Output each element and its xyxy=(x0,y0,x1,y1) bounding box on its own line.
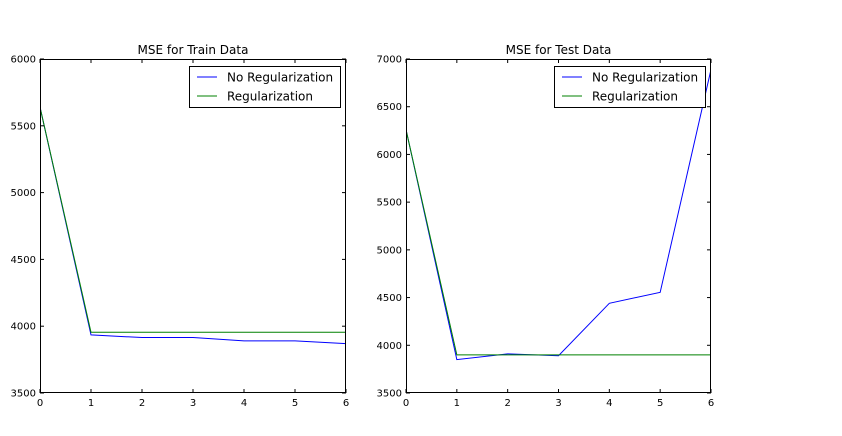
series-line-0 xyxy=(40,106,346,345)
x-tick-label: 1 xyxy=(454,398,460,409)
x-tick-label: 3 xyxy=(555,398,561,409)
x-tick-label: 6 xyxy=(708,398,714,409)
legend-label-1: Regularization xyxy=(592,90,678,104)
x-tick-label: 5 xyxy=(657,398,663,409)
x-tick-label: 3 xyxy=(190,398,196,409)
y-tick-label: 4500 xyxy=(11,255,36,266)
y-tick-label: 4000 xyxy=(11,322,36,333)
x-tick-label: 6 xyxy=(343,398,349,409)
chart-train: MSE for Train Data 0 1 2 3 4 5 6 3500 4000 4500 500… xyxy=(11,43,350,409)
y-tick-label: 6000 xyxy=(377,150,402,161)
x-tick-label: 2 xyxy=(504,398,510,409)
legend-label-0: No Regularization xyxy=(592,71,698,85)
y-tick-label: 6000 xyxy=(11,55,36,66)
legend-label-1: Regularization xyxy=(227,90,313,104)
x-tick-label: 5 xyxy=(292,398,298,409)
series-line-0 xyxy=(406,69,711,361)
y-tick-label: 5000 xyxy=(377,245,402,256)
legend-label-0: No Regularization xyxy=(227,71,333,85)
y-tick-label: 3500 xyxy=(377,389,402,400)
legend-box xyxy=(189,66,341,108)
chart-test: MSE for Test Data 0 1 2 3 4 5 6 3500 4000 4500 5000… xyxy=(377,43,715,409)
legend-box xyxy=(554,66,706,108)
y-tick-label: 5000 xyxy=(11,188,36,199)
chart-title: MSE for Train Data xyxy=(138,43,249,57)
series-line-1 xyxy=(406,129,711,356)
series-line-1 xyxy=(40,106,346,333)
x-tick-label: 4 xyxy=(241,398,247,409)
x-tick-label: 1 xyxy=(88,398,94,409)
y-tick-label: 4500 xyxy=(377,293,402,304)
plot-frame xyxy=(40,59,346,393)
y-tick-label: 7000 xyxy=(377,55,402,66)
legend: No Regularization Regularization xyxy=(189,66,341,108)
y-tick-label: 6500 xyxy=(377,102,402,113)
x-tick-label: 4 xyxy=(606,398,612,409)
plot-frame xyxy=(406,59,711,393)
x-tick-label: 0 xyxy=(403,398,409,409)
y-tick-label: 4000 xyxy=(377,341,402,352)
x-tick-label: 2 xyxy=(139,398,145,409)
y-tick-label: 5500 xyxy=(377,198,402,209)
chart-title: MSE for Test Data xyxy=(506,43,612,57)
x-tick-label: 0 xyxy=(37,398,43,409)
legend: No Regularization Regularization xyxy=(554,66,706,108)
y-tick-label: 3500 xyxy=(11,389,36,400)
y-tick-label: 5500 xyxy=(11,121,36,132)
